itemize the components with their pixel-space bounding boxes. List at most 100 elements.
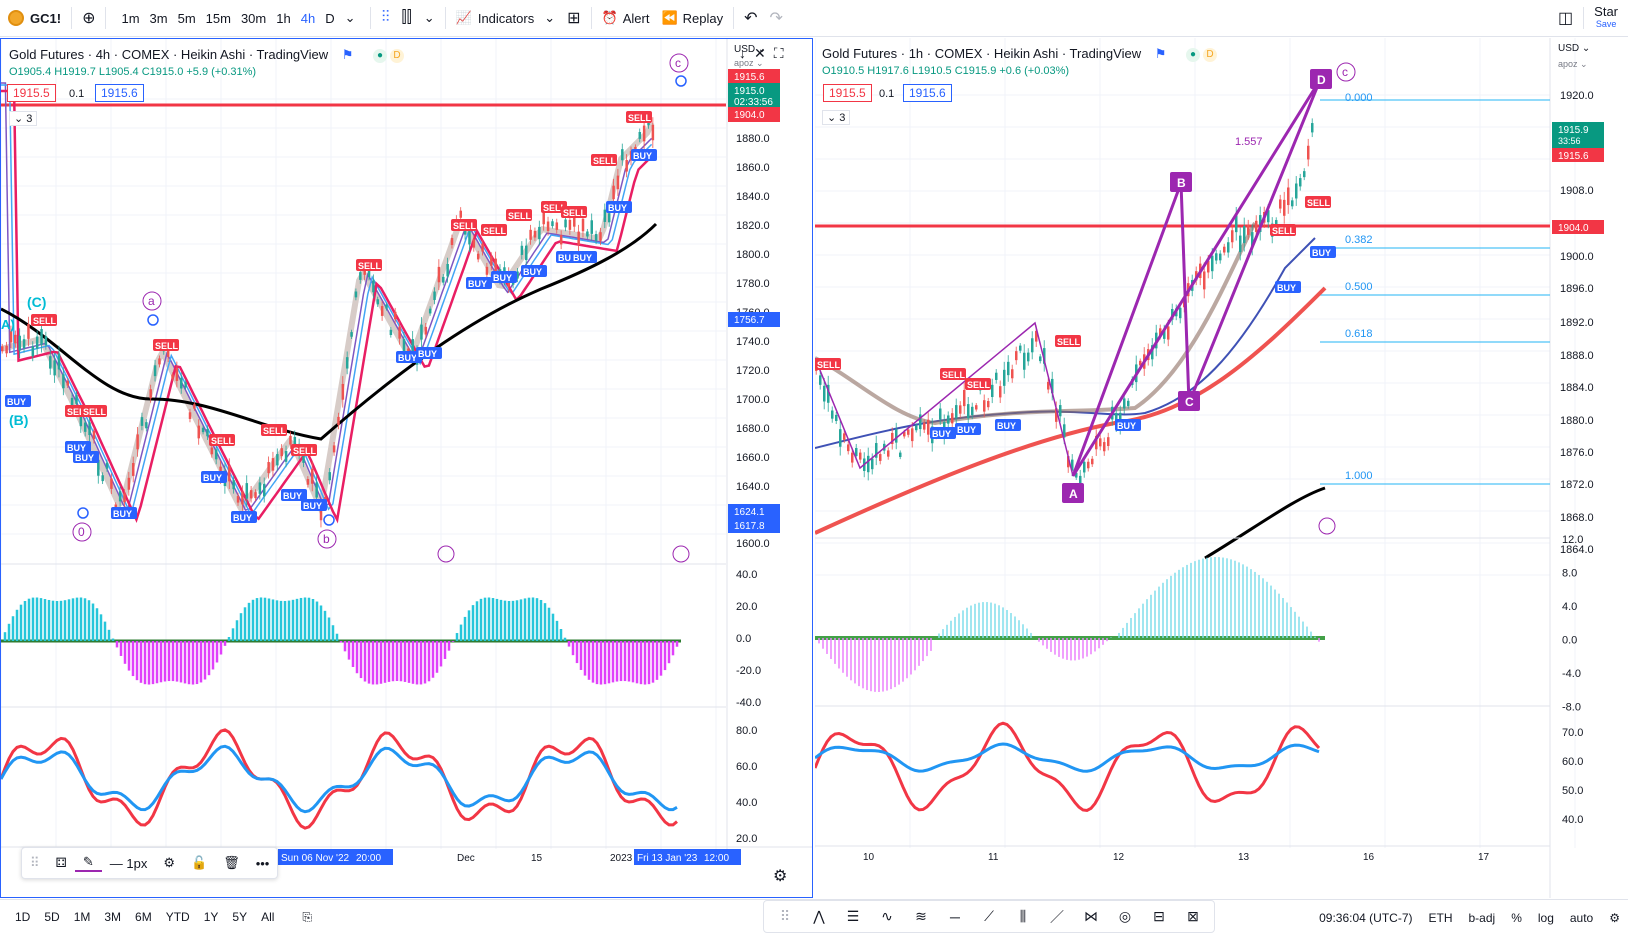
horizontal-line-icon[interactable]: ─	[950, 908, 960, 925]
signal-label: BUY	[523, 267, 542, 277]
chart-settings-gear-icon[interactable]: ⚙	[773, 868, 788, 885]
log-toggle[interactable]: log	[1537, 910, 1554, 925]
range-3m[interactable]: 3M	[104, 909, 122, 924]
chart-title[interactable]: Gold Futures · 4h · COMEX · Heikin Ashi …	[9, 47, 329, 62]
signal-badge-bg	[81, 405, 107, 417]
range-6m[interactable]: 6M	[135, 909, 152, 924]
gear-icon[interactable]: ⚙	[163, 855, 175, 870]
chevron-down-icon[interactable]: ⌄	[344, 10, 356, 25]
more-icon[interactable]: •••	[255, 855, 270, 871]
indicators-collapse-button[interactable]: ⌄ 3	[9, 111, 38, 126]
signal-badge-bg	[5, 395, 31, 407]
buy-price-button[interactable]: 1915.6	[903, 84, 952, 102]
template-icon[interactable]: ⚃	[55, 855, 67, 870]
range-1y[interactable]: 1Y	[203, 909, 219, 924]
range-5d[interactable]: 5D	[44, 909, 60, 924]
time-tick: 15	[531, 853, 543, 864]
interval-4h[interactable]: 4h	[300, 10, 316, 26]
interval-3m[interactable]: 3m	[149, 10, 168, 26]
replay-button[interactable]: ⏪ Replay	[655, 0, 729, 37]
interval-5m[interactable]: 5m	[177, 10, 196, 26]
fib-channel-icon[interactable]: ≋	[915, 908, 927, 924]
chart-canvas-1h[interactable]: USD ⌄apoz ⌄1920.01912.01908.01900.01896.…	[815, 38, 1628, 898]
pattern-point-bg	[1170, 172, 1192, 192]
indicators-collapse-button[interactable]: ⌄ 3	[822, 110, 851, 125]
goto-date-icon[interactable]: ⎘	[302, 909, 313, 924]
rsi-tick: 50.0	[1562, 785, 1583, 797]
sell-price-button[interactable]: 1915.5	[7, 84, 56, 102]
line-width-label: 1px	[126, 855, 148, 871]
layouts-icon[interactable]: ⊞	[567, 10, 581, 27]
rsi-tick: 70.0	[1562, 727, 1583, 739]
trash-icon[interactable]: 🗑	[223, 855, 240, 870]
lock-icon[interactable]: 🔓	[191, 855, 208, 870]
bars-pattern-icon[interactable]: ⫼	[1019, 908, 1027, 924]
flag-icon: ⚑	[1154, 46, 1167, 61]
percent-toggle[interactable]: %	[1511, 910, 1522, 925]
save-label: Save	[1595, 19, 1617, 29]
drag-handle-icon[interactable]: ⠿	[779, 908, 791, 924]
price-label-low2-bg	[728, 518, 780, 533]
pencil-icon[interactable]: ✎	[74, 854, 102, 872]
maximize-icon[interactable]: ⛶	[773, 45, 784, 61]
undo-icon[interactable]: ↶	[744, 10, 758, 27]
signal-badge-bg	[1115, 419, 1141, 431]
time-tick: 12:00	[704, 853, 729, 864]
trend-line-icon[interactable]: ⟋	[984, 908, 994, 924]
buy-price-button[interactable]: 1915.6	[95, 84, 144, 102]
bar-style-icon[interactable]: ⫶⫶	[381, 9, 390, 26]
range-all[interactable]: All	[261, 909, 275, 924]
candles-icon[interactable]: ⫿⫿	[401, 9, 412, 26]
auto-toggle[interactable]: auto	[1569, 910, 1594, 925]
signal-badge-bg	[153, 339, 179, 351]
xabcd-pattern-icon[interactable]: ⋀	[813, 908, 825, 924]
range-ytd[interactable]: YTD	[165, 909, 190, 924]
wave-label-C: (C)	[27, 294, 46, 310]
save-layout-button[interactable]: Star Save	[1588, 0, 1628, 37]
signal-label: SELL	[1307, 198, 1331, 208]
price-tick: 1660.0	[736, 452, 770, 464]
chevron-down-icon[interactable]: ⌄	[423, 10, 435, 25]
ray-icon[interactable]: ／	[1050, 908, 1064, 925]
range-5y[interactable]: 5Y	[232, 909, 248, 924]
layout-split-icon[interactable]: ◫	[1558, 10, 1574, 27]
chart-canvas-4h[interactable]: USD ⌄ apoz ⌄ 1880.0 1860.0 1840.0 1820.0 1800.…	[1, 39, 812, 897]
range-1d[interactable]: 1D	[15, 909, 31, 924]
interval-30m[interactable]: 30m	[240, 10, 267, 26]
arrow-down-icon[interactable]: ↓	[739, 45, 746, 61]
interval-15m[interactable]: 15m	[205, 10, 231, 26]
redo-icon[interactable]: ↷	[769, 10, 783, 27]
price-tick: 1840.0	[736, 191, 770, 203]
interval-1m[interactable]: 1m	[121, 10, 140, 26]
chart-pane-4h[interactable]: USD ⌄ apoz ⌄ 1880.0 1860.0 1840.0 1820.0 1800.…	[0, 38, 813, 898]
alert-button[interactable]: ⏰ Alert	[596, 0, 656, 37]
clock-time[interactable]: 09:36:04 (UTC-7)	[1319, 910, 1413, 925]
signal-label: BUY	[75, 453, 94, 463]
chart-pane-1h[interactable]: USD ⌄apoz ⌄1920.01912.01908.01900.01896.…	[815, 38, 1628, 898]
indicators-button[interactable]: 📈 Indicators ⌄	[450, 0, 561, 37]
drag-handle-icon[interactable]: ⠿	[30, 855, 40, 870]
range-1m[interactable]: 1M	[73, 909, 91, 924]
signal-label: SELL	[628, 113, 652, 123]
fib-circles-icon[interactable]: ◎	[1118, 908, 1132, 924]
price-label-last-bg	[1552, 122, 1604, 148]
elliott-wave-icon[interactable]: ∿	[881, 908, 893, 924]
compare-add-icon[interactable]: ⊕	[82, 10, 96, 27]
projection-icon[interactable]: ⊟	[1153, 908, 1165, 924]
pattern-icon[interactable]: ⋈	[1084, 908, 1098, 924]
position-icon[interactable]: ⊠	[1187, 908, 1199, 924]
interval-d[interactable]: D	[325, 10, 335, 26]
ma-line-black	[1, 222, 658, 441]
sell-price-button[interactable]: 1915.5	[823, 84, 872, 102]
signal-badge-bg	[31, 314, 57, 326]
interval-1h[interactable]: 1h	[276, 10, 291, 26]
settings-gear-icon[interactable]: ⚙	[1609, 910, 1620, 925]
session-toggle[interactable]: ETH	[1428, 910, 1453, 925]
chart-title[interactable]: Gold Futures · 1h · COMEX · Heikin Ashi …	[822, 46, 1142, 61]
close-icon[interactable]: ✕	[754, 45, 766, 61]
line-width-button[interactable]: — 1px	[109, 855, 148, 871]
symbol-search[interactable]: GC1!	[0, 0, 67, 37]
macd-tick: 8.0	[1562, 568, 1577, 580]
fib-retracement-icon[interactable]: ☰	[846, 908, 860, 924]
adjust-toggle[interactable]: b-adj	[1468, 910, 1496, 925]
